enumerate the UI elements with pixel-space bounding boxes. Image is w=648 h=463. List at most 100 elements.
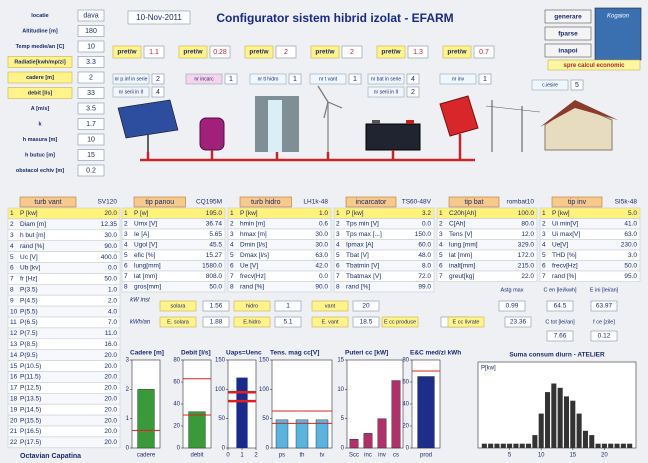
y-tick-label: 2: [126, 387, 130, 393]
y-tick-label: 100: [259, 387, 270, 393]
row-value: 8.0: [422, 262, 431, 269]
row-label: P(6.5): [20, 319, 38, 326]
row-label: Ipmax [A]: [346, 241, 374, 248]
row-value: 50.0: [624, 262, 637, 269]
price-label-box: [178, 45, 208, 59]
row-label: rand [%]: [346, 283, 370, 290]
row-number: 4: [439, 241, 443, 248]
row-label: hmin [m]: [240, 220, 265, 227]
bar: [627, 443, 633, 448]
x-tick-label: th: [299, 453, 304, 459]
bar: [188, 411, 206, 449]
summary-label: E ini [lei/an]: [590, 287, 619, 293]
bar: [589, 435, 595, 448]
row-label: efic [%]: [134, 252, 156, 259]
count-field: [288, 73, 302, 85]
bar: [275, 419, 289, 449]
row-number: 1: [124, 210, 128, 217]
param-value: 3.5: [86, 105, 96, 112]
summary-label: E.hidro: [243, 319, 260, 325]
button[interactable]: [544, 9, 592, 24]
count-value: 2: [411, 89, 415, 96]
price-label: pret/w: [249, 49, 269, 56]
summary-label-box: [159, 316, 197, 328]
row-number: 8: [230, 283, 234, 290]
row-value: 90.0: [315, 283, 328, 290]
row-value: 329.0: [518, 241, 535, 248]
x-tick-label: tv: [320, 453, 325, 459]
summary-field: [498, 300, 526, 312]
row-value: 195.0: [206, 210, 223, 217]
button-label[interactable]: inapoi: [558, 48, 577, 55]
x-tick-label: 20: [601, 453, 608, 459]
price-label: pret/w: [117, 49, 137, 56]
count-value: 4: [411, 76, 415, 83]
bar: [601, 443, 607, 448]
date: 10-Nov-2011: [136, 13, 182, 22]
link[interactable]: spre calcul economic: [563, 63, 625, 69]
summary-label: E. solara: [167, 319, 190, 325]
price-label-box: [376, 45, 406, 59]
summary-field: [202, 316, 230, 328]
param-field: [77, 9, 105, 22]
chart-title: Tens. mag cc[V]: [270, 350, 319, 357]
row-label: Tbatmin [V]: [346, 262, 379, 269]
param-value: 2: [89, 74, 93, 81]
summary-field: [274, 316, 302, 328]
button-label[interactable]: generare: [554, 14, 582, 21]
chart-title: Cadere [m]: [130, 350, 164, 357]
row-value: 36.74: [206, 220, 223, 227]
x-tick-label: 1: [240, 453, 244, 459]
y-tick-label: 20: [402, 424, 409, 430]
row-number: 1: [336, 210, 340, 217]
param-label-box: [7, 87, 73, 99]
price-field: [209, 45, 231, 59]
row-number: 2: [230, 220, 234, 227]
summary-label-box: [311, 316, 349, 328]
row-label: Umx [V]: [134, 220, 157, 227]
bar: [315, 419, 329, 449]
button[interactable]: [544, 43, 592, 58]
power-line: [485, 105, 541, 113]
button[interactable]: [544, 26, 592, 41]
bar: [363, 433, 373, 449]
y-tick-label: 150: [259, 358, 270, 364]
row-label: P(3.5): [20, 286, 38, 293]
row-label: Ie [A]: [134, 231, 149, 238]
param-label: h masura [m]: [23, 137, 58, 143]
count-value: 5: [575, 82, 579, 89]
y-tick-label: 1: [126, 416, 130, 422]
count-label: nr serii in II: [119, 89, 143, 95]
summary-label-box: [447, 316, 485, 328]
row-value: 90.0: [104, 243, 117, 250]
row-number: 2: [542, 220, 546, 227]
row-label: P(15.5): [20, 417, 41, 424]
row-value: 20.0: [104, 210, 117, 217]
row-label: lung[mm]: [134, 262, 161, 269]
row-label: Ugol [V]: [134, 241, 157, 248]
row-value: 11.0: [105, 330, 118, 337]
link-box[interactable]: [547, 59, 641, 71]
row-label: frecv[Hz]: [240, 273, 266, 280]
row-value: 20.0: [104, 385, 117, 392]
button-label[interactable]: fparse: [558, 31, 578, 38]
param-value: 33: [87, 90, 95, 97]
row-label: P [w]: [134, 210, 149, 217]
summary-label: E cc livrate: [453, 319, 480, 325]
logo-text: Kogaion: [607, 14, 630, 20]
bar: [349, 439, 359, 449]
y-tick-label: 0: [222, 446, 226, 452]
row-label: P(9.5): [20, 352, 38, 359]
count-field: [570, 79, 584, 91]
bar: [576, 413, 582, 448]
param-label: debit [l/s]: [28, 90, 53, 96]
param-label-box: [8, 41, 72, 52]
table-header-box: [345, 196, 397, 208]
table-model: CQ195M: [196, 199, 222, 206]
summary-label: C tot [lei/an]: [545, 319, 575, 325]
param-label: k: [38, 121, 42, 127]
row-label: P [kw]: [346, 210, 364, 217]
row-value: 30.0: [315, 231, 328, 238]
count-value: 1: [293, 76, 297, 83]
